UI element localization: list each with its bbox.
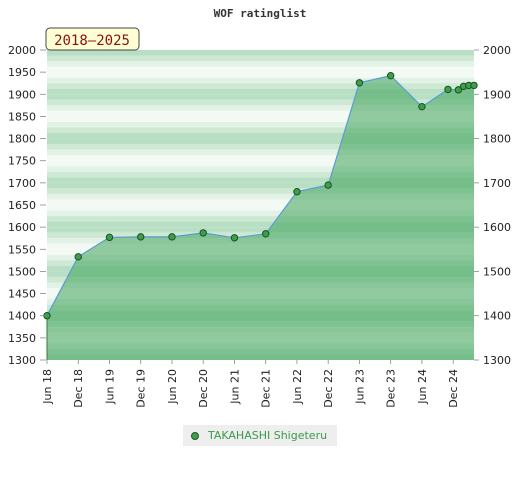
x-tick-label: Jun 24 bbox=[416, 369, 429, 405]
y-tick-label-right: 2000 bbox=[483, 44, 511, 57]
y-tick-label: 2000 bbox=[8, 44, 36, 57]
x-tick-label: Dec 20 bbox=[197, 369, 210, 408]
background-band bbox=[47, 149, 474, 156]
x-tick-label: Jun 23 bbox=[353, 369, 366, 405]
background-band bbox=[47, 88, 474, 95]
x-tick-label: Dec 23 bbox=[385, 369, 398, 408]
background-band bbox=[47, 66, 474, 73]
y-tick-label: 1750 bbox=[8, 155, 36, 168]
background-band bbox=[47, 227, 474, 233]
background-band bbox=[47, 221, 474, 228]
legend: TAKAHASHI Shigeteru bbox=[183, 425, 337, 446]
data-point bbox=[418, 102, 426, 111]
legend-marker-icon bbox=[191, 431, 199, 440]
background-band bbox=[47, 138, 474, 145]
y-tick-label: 1500 bbox=[8, 265, 36, 278]
series-area bbox=[47, 75, 474, 360]
y-tick-label: 1650 bbox=[8, 199, 36, 212]
x-tick-label: Jun 21 bbox=[228, 369, 241, 405]
background-band bbox=[47, 182, 474, 189]
x-axis: Jun 18 Dec 18 Jun 19 Dec 19 Jun 20 Dec 20 Jun … bbox=[41, 360, 460, 408]
background-band bbox=[47, 193, 474, 200]
data-point bbox=[230, 234, 239, 242]
background-band bbox=[47, 105, 474, 111]
background-band bbox=[47, 94, 474, 100]
x-tick-label: Jun 20 bbox=[166, 369, 179, 405]
background-band bbox=[47, 50, 474, 56]
x-tick-label: Dec 19 bbox=[135, 369, 148, 408]
data-point bbox=[74, 253, 82, 261]
x-tick-label: Jun 22 bbox=[291, 369, 304, 405]
x-tick-label: Jun 19 bbox=[103, 369, 116, 405]
background-band bbox=[47, 83, 474, 89]
y-axis-left: 1300 1350 1400 1450 1500 1550 1600 1650 1700 1750… bbox=[8, 44, 46, 367]
data-point bbox=[293, 188, 301, 196]
y-tick-label: 1950 bbox=[8, 66, 36, 79]
data-point bbox=[444, 85, 452, 94]
chart-title: WOF ratinglist bbox=[214, 7, 307, 20]
y-tick-label-right: 1400 bbox=[483, 310, 511, 323]
year-range-label: 2018–2025 bbox=[54, 33, 130, 49]
data-point bbox=[386, 71, 395, 80]
legend-label: TAKAHASHI Shigeteru bbox=[208, 429, 328, 442]
background-band bbox=[47, 166, 474, 172]
y-tick-label-right: 1500 bbox=[483, 265, 511, 278]
x-tick-label: Dec 24 bbox=[447, 369, 460, 408]
data-point bbox=[454, 86, 463, 94]
background-band bbox=[47, 127, 474, 134]
background-band bbox=[47, 199, 474, 205]
y-tick-label: 1550 bbox=[8, 243, 36, 256]
y-tick-label-right: 1300 bbox=[483, 354, 511, 367]
background-band bbox=[47, 61, 474, 67]
background-band bbox=[47, 133, 474, 139]
data-point bbox=[470, 81, 478, 90]
background-band bbox=[47, 110, 474, 117]
data-point bbox=[324, 181, 332, 189]
year-range-badge: 2018–2025 bbox=[45, 27, 140, 51]
background-band bbox=[47, 171, 474, 178]
data-point bbox=[105, 233, 114, 242]
background-band bbox=[47, 77, 474, 84]
background-band bbox=[47, 216, 474, 222]
background-band bbox=[47, 155, 474, 161]
y-tick-label: 1900 bbox=[8, 88, 36, 101]
background-band bbox=[47, 160, 474, 167]
y-tick-label-right: 1600 bbox=[483, 221, 511, 234]
background-band bbox=[47, 177, 474, 183]
y-tick-label: 1600 bbox=[8, 221, 36, 234]
y-tick-label-right: 1900 bbox=[483, 88, 511, 101]
y-tick-label: 1850 bbox=[8, 110, 36, 123]
background-band bbox=[47, 72, 474, 78]
y-tick-label-right: 1800 bbox=[483, 133, 511, 146]
y-tick-label-right: 1700 bbox=[483, 177, 511, 190]
background-band bbox=[47, 205, 474, 211]
background-band bbox=[47, 121, 474, 128]
y-tick-label: 1700 bbox=[8, 177, 36, 190]
data-point bbox=[355, 79, 364, 87]
y-axis-right: 1300 1400 1500 1600 1700 1800 1900 2000 bbox=[474, 44, 511, 367]
x-tick-label: Jun 18 bbox=[41, 369, 54, 405]
data-point bbox=[262, 230, 270, 238]
data-point bbox=[199, 229, 207, 237]
background-band bbox=[47, 116, 474, 122]
background-band bbox=[47, 210, 474, 217]
background-band bbox=[47, 55, 474, 62]
y-tick-label: 1450 bbox=[8, 288, 36, 301]
background-band bbox=[47, 99, 474, 106]
background-band bbox=[47, 188, 474, 194]
x-tick-label: Dec 18 bbox=[72, 369, 85, 408]
y-tick-label: 1400 bbox=[8, 310, 36, 323]
y-tick-label: 1300 bbox=[8, 354, 36, 367]
y-tick-label: 1800 bbox=[8, 133, 36, 146]
series-markers bbox=[43, 71, 478, 320]
x-tick-label: Dec 21 bbox=[260, 369, 273, 408]
data-point bbox=[168, 233, 176, 241]
x-tick-label: Dec 22 bbox=[322, 369, 335, 408]
data-point bbox=[137, 233, 145, 241]
y-tick-label: 1350 bbox=[8, 332, 36, 345]
background-band bbox=[47, 144, 474, 150]
